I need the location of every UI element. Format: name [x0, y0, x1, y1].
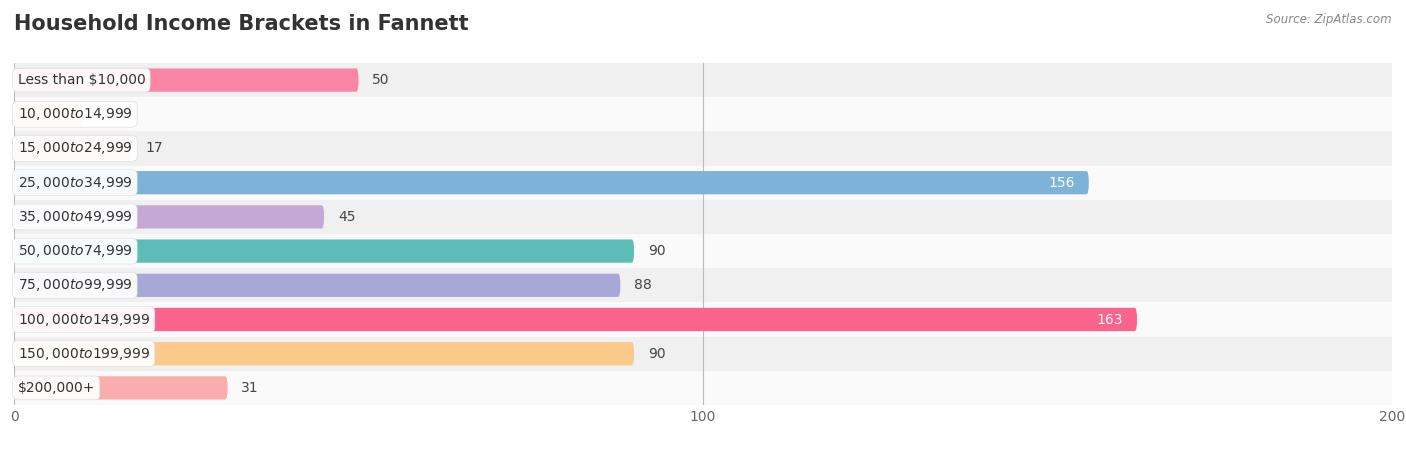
Bar [14, 68, 359, 92]
FancyBboxPatch shape [14, 376, 228, 400]
Text: 17: 17 [145, 141, 163, 156]
Text: 163: 163 [1097, 312, 1123, 327]
FancyBboxPatch shape [14, 274, 620, 297]
Bar [14, 137, 131, 160]
Text: $35,000 to $49,999: $35,000 to $49,999 [17, 209, 132, 225]
Text: $150,000 to $199,999: $150,000 to $199,999 [17, 346, 150, 362]
Bar [14, 205, 325, 229]
Text: Household Income Brackets in Fannett: Household Income Brackets in Fannett [14, 14, 468, 33]
Text: 31: 31 [242, 381, 259, 395]
FancyBboxPatch shape [14, 68, 359, 92]
Bar [14, 274, 620, 297]
Bar [14, 376, 228, 400]
Text: $100,000 to $149,999: $100,000 to $149,999 [17, 311, 150, 328]
Bar [14, 342, 634, 365]
Bar [14, 200, 1392, 234]
Text: 45: 45 [337, 210, 356, 224]
Text: $50,000 to $74,999: $50,000 to $74,999 [17, 243, 132, 259]
Bar [14, 171, 1088, 194]
Bar [14, 103, 83, 126]
Text: 10: 10 [97, 107, 114, 122]
Bar [14, 302, 1392, 337]
Text: 90: 90 [648, 244, 665, 258]
Text: $75,000 to $99,999: $75,000 to $99,999 [17, 277, 132, 293]
Text: $200,000+: $200,000+ [17, 381, 94, 395]
Text: 90: 90 [648, 346, 665, 361]
FancyBboxPatch shape [14, 308, 1137, 331]
Bar [14, 308, 1137, 331]
FancyBboxPatch shape [14, 103, 83, 126]
Text: $10,000 to $14,999: $10,000 to $14,999 [17, 106, 132, 122]
Bar [14, 268, 1392, 302]
Bar [14, 234, 1392, 268]
Bar [14, 371, 1392, 405]
Bar [14, 97, 1392, 131]
Bar [14, 131, 1392, 166]
Bar [14, 337, 1392, 371]
Bar [14, 166, 1392, 200]
FancyBboxPatch shape [14, 239, 634, 263]
Text: $15,000 to $24,999: $15,000 to $24,999 [17, 140, 132, 157]
Text: 156: 156 [1049, 176, 1076, 190]
Bar [14, 239, 634, 263]
Text: Source: ZipAtlas.com: Source: ZipAtlas.com [1267, 14, 1392, 27]
FancyBboxPatch shape [14, 137, 131, 160]
Text: 88: 88 [634, 278, 652, 293]
Text: $25,000 to $34,999: $25,000 to $34,999 [17, 175, 132, 191]
FancyBboxPatch shape [14, 205, 325, 229]
Bar [14, 63, 1392, 97]
Text: Less than $10,000: Less than $10,000 [17, 73, 145, 87]
FancyBboxPatch shape [14, 171, 1088, 194]
FancyBboxPatch shape [14, 342, 634, 365]
Text: 50: 50 [373, 73, 389, 87]
